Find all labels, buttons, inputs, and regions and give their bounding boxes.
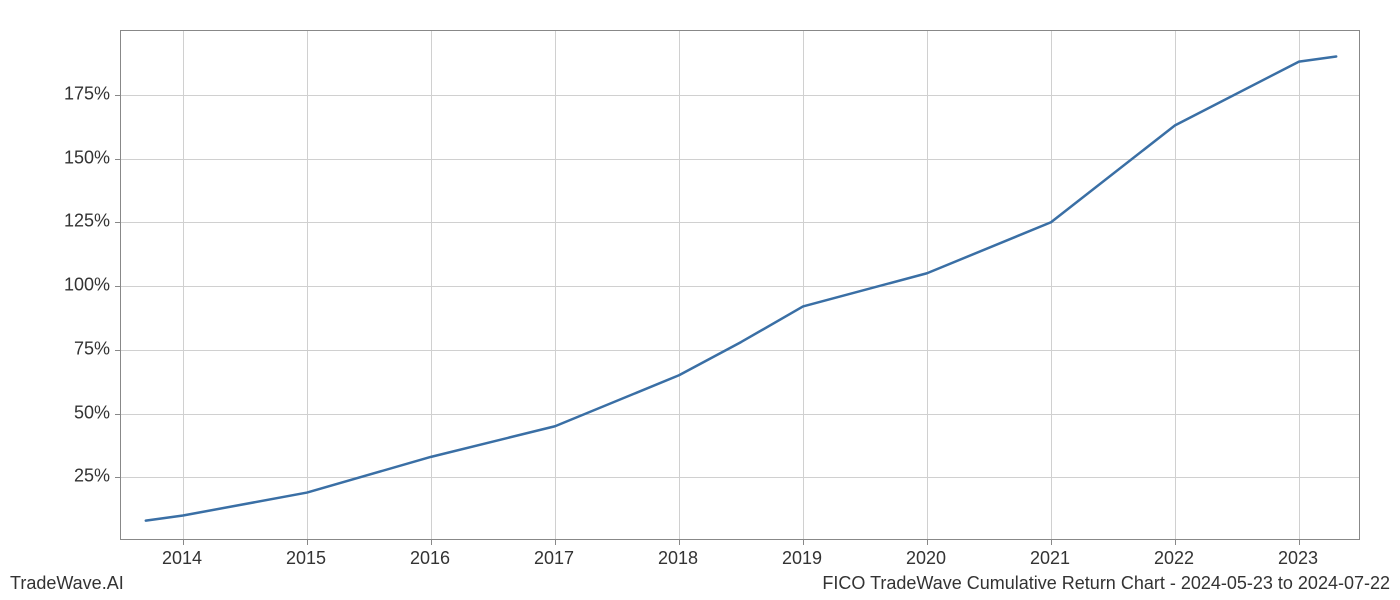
y-tick-label: 125%	[64, 211, 110, 232]
line-series	[121, 31, 1359, 539]
y-tick-label: 100%	[64, 275, 110, 296]
x-tick-label: 2014	[162, 548, 202, 569]
x-tick-label: 2022	[1154, 548, 1194, 569]
x-tick-label: 2021	[1030, 548, 1070, 569]
y-tick-label: 25%	[74, 466, 110, 487]
y-tick-label: 50%	[74, 402, 110, 423]
y-tick-label: 150%	[64, 147, 110, 168]
y-tick-label: 175%	[64, 83, 110, 104]
chart-container	[120, 30, 1360, 540]
footer-left-text: TradeWave.AI	[10, 573, 124, 594]
x-tick-label: 2019	[782, 548, 822, 569]
x-tick-label: 2018	[658, 548, 698, 569]
y-tick-label: 75%	[74, 338, 110, 359]
x-tick-label: 2017	[534, 548, 574, 569]
plot-area	[120, 30, 1360, 540]
x-tick-label: 2016	[410, 548, 450, 569]
x-tick-label: 2020	[906, 548, 946, 569]
x-tick-label: 2023	[1278, 548, 1318, 569]
footer-right-text: FICO TradeWave Cumulative Return Chart -…	[822, 573, 1390, 594]
x-tick-label: 2015	[286, 548, 326, 569]
